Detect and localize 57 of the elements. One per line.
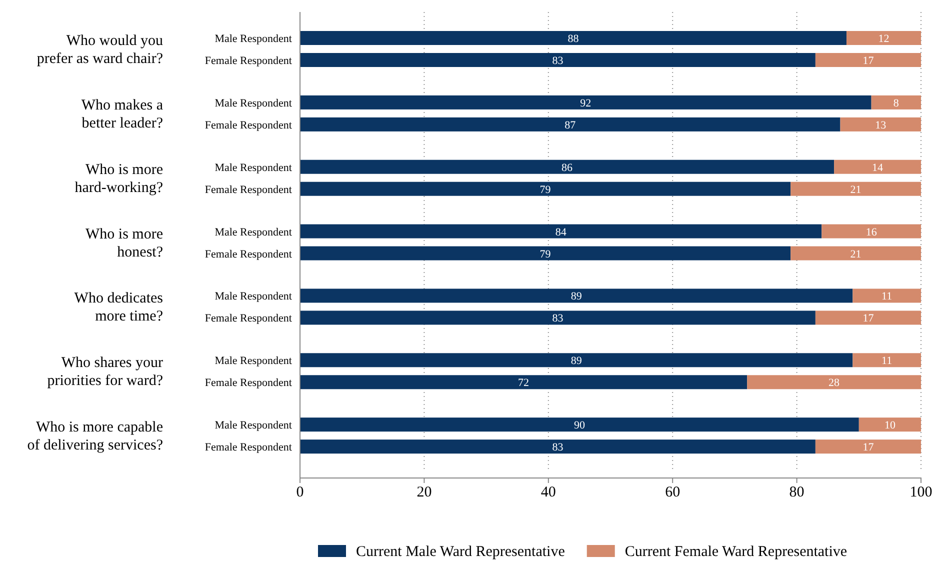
y-tick-label: Female Respondent: [204, 248, 292, 260]
text: Who makes a better leader?: [81, 97, 164, 132]
x-tick-label: 80: [789, 484, 804, 501]
text: Who is more hard-working?: [74, 162, 164, 196]
data-label: 83: [552, 442, 564, 454]
text: Who would you prefer as ward chair?: [36, 33, 164, 67]
data-label: 14: [872, 162, 884, 174]
data-label: 11: [882, 355, 892, 368]
data-label: 17: [862, 442, 874, 454]
data-label: 13: [875, 119, 887, 132]
y-tick-label: Female Respondent: [204, 442, 292, 454]
text: Who is more capable of delivering services?: [27, 420, 164, 454]
data-label: 28: [828, 377, 840, 390]
y-tick-label: Female Respondent: [204, 312, 292, 325]
data-label: 21: [850, 184, 862, 196]
data-label: 84: [555, 226, 567, 238]
data-label: 11: [882, 290, 892, 303]
x-tick-label: 60: [665, 484, 680, 501]
legend-label: Current Female Ward Representative: [624, 544, 848, 560]
x-tick-label: 40: [540, 484, 556, 501]
data-label: 17: [862, 55, 874, 67]
y-tick-label: Male Respondent: [214, 162, 292, 174]
y-tick-label: Male Respondent: [214, 355, 292, 368]
data-label: 79: [540, 184, 552, 196]
y-tick-label: Male Respondent: [214, 290, 292, 303]
text: Who shares your priorities for ward?: [47, 355, 164, 390]
data-label: 89: [570, 355, 582, 368]
x-tick-label: 100: [910, 484, 932, 501]
y-tick-label: Female Respondent: [204, 55, 292, 67]
data-label: 12: [878, 33, 890, 45]
y-tick-label: Male Respondent: [214, 420, 292, 432]
data-label: 87: [564, 119, 576, 132]
x-tick-label: 0: [296, 484, 304, 501]
y-tick-label: Female Respondent: [204, 377, 292, 390]
data-label: 89: [570, 290, 582, 303]
y-tick-label: Female Respondent: [204, 184, 292, 196]
data-label: 72: [518, 377, 530, 390]
data-label: 21: [850, 248, 862, 260]
x-tick-label: 20: [416, 484, 432, 501]
y-tick-label: Male Respondent: [214, 226, 292, 238]
data-label: 17: [862, 312, 874, 325]
y-tick-label: Male Respondent: [214, 97, 292, 110]
y-tick-label: Male Respondent: [214, 33, 292, 45]
data-label: 10: [884, 420, 896, 432]
legend-label: Current Male Ward Representative: [356, 544, 566, 560]
y-tick-label: Female Respondent: [204, 119, 292, 132]
data-label: 86: [562, 162, 574, 174]
data-label: 90: [574, 420, 586, 432]
data-label: 83: [552, 55, 564, 67]
data-label: 92: [580, 97, 592, 110]
data-label: 16: [866, 226, 878, 238]
text: Who is more honest?: [86, 226, 164, 260]
data-label: 88: [568, 33, 580, 45]
data-label: 8: [893, 97, 900, 110]
data-label: 83: [552, 312, 564, 325]
text: Who dedicates more time?: [74, 290, 164, 325]
data-label: 79: [540, 248, 552, 260]
